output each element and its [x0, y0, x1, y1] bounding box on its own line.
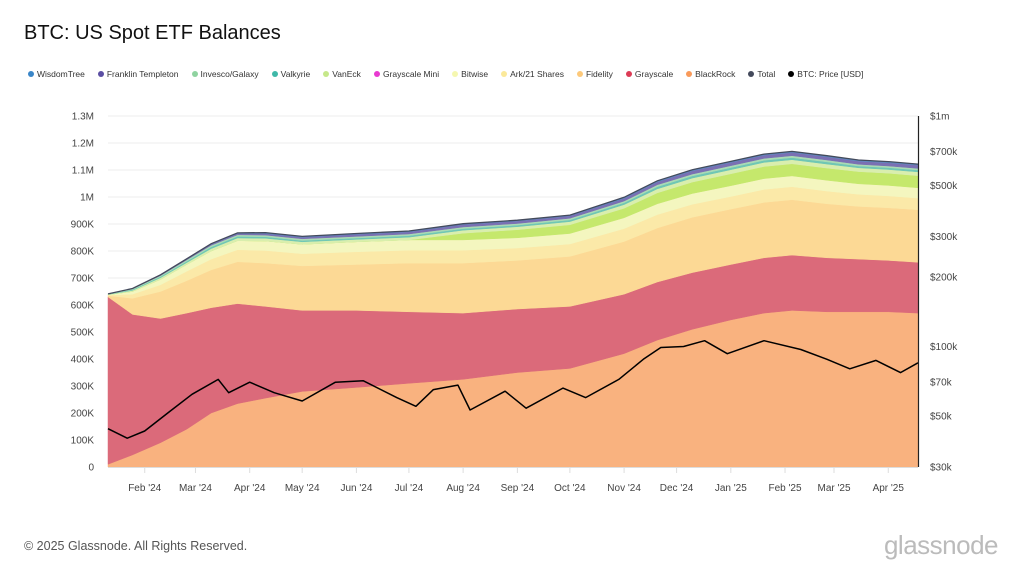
- legend-dot-icon: [271, 71, 278, 77]
- y-left-tick-label: 100K: [71, 436, 95, 447]
- legend-label: Ark/21 Shares: [510, 69, 564, 79]
- y-right-tick-label: $300k: [930, 232, 958, 243]
- legend-label: Bitwise: [461, 69, 489, 79]
- legend-label: BlackRock: [695, 69, 736, 79]
- y-right-tick-label: $50k: [930, 411, 953, 422]
- legend-label: VanEck: [332, 69, 361, 79]
- legend-label: Total: [757, 69, 776, 79]
- legend-label: Grayscale: [634, 69, 674, 79]
- y-right-tick-label: $100k: [930, 342, 958, 353]
- y-left-tick-label: 1.3M: [72, 112, 94, 123]
- legend-dot-icon: [323, 71, 330, 77]
- x-tick-label: Apr '25: [873, 483, 905, 494]
- y-right-tick-label: $70k: [930, 378, 953, 389]
- y-right-tick-label: $500k: [930, 181, 958, 192]
- copyright-text: © 2025 Glassnode. All Rights Reserved.: [24, 539, 248, 553]
- x-tick-label: Jun '24: [340, 483, 372, 494]
- legend-label: Franklin Templeton: [106, 69, 179, 79]
- legend-dot-icon: [28, 71, 34, 77]
- x-tick-label: Jul '24: [395, 483, 424, 494]
- x-tick-label: Nov '24: [607, 483, 641, 494]
- x-tick-label: Apr '24: [234, 483, 266, 494]
- y-right-tick-label: $200k: [930, 273, 958, 284]
- legend-item[interactable]: WisdomTree: [28, 69, 85, 79]
- legend-item[interactable]: Valkyrie: [271, 69, 311, 79]
- total-line: [107, 150, 919, 295]
- legend-label: Invesco/Galaxy: [200, 69, 259, 79]
- legend-label: Valkyrie: [280, 69, 311, 79]
- legend-item[interactable]: VanEck: [323, 69, 361, 79]
- legend-item[interactable]: Bitwise: [452, 69, 488, 79]
- legend-label: WisdomTree: [37, 69, 85, 79]
- legend-dot-icon: [501, 71, 508, 77]
- legend-item[interactable]: Franklin Templeton: [97, 69, 179, 79]
- legend-item[interactable]: Grayscale Mini: [373, 69, 440, 79]
- legend-item[interactable]: Invesco/Galaxy: [191, 69, 259, 79]
- x-tick-label: Sep '24: [501, 483, 535, 494]
- y-left-tick-label: 1.1M: [72, 166, 94, 177]
- y-left-tick-label: 300K: [71, 382, 95, 393]
- legend-item[interactable]: BTC: Price [USD]: [788, 69, 863, 79]
- legend-item[interactable]: Total: [748, 69, 775, 79]
- legend-item[interactable]: Fidelity: [576, 69, 613, 79]
- legend-label: BTC: Price [USD]: [797, 69, 864, 79]
- y-left-tick-label: 700K: [71, 274, 95, 285]
- x-tick-label: Aug '24: [446, 483, 480, 494]
- x-tick-label: Dec '24: [660, 483, 694, 494]
- legend-dot-icon: [373, 71, 380, 77]
- x-tick-label: Feb '24: [128, 483, 161, 494]
- y-left-tick-label: 1.2M: [72, 139, 94, 150]
- legend-item[interactable]: Ark/21 Shares: [501, 69, 564, 79]
- y-left-tick-label: 800K: [71, 247, 95, 258]
- x-tick-label: Mar '25: [818, 483, 851, 494]
- y-left-tick-label: 500K: [71, 328, 95, 339]
- legend-dot-icon: [748, 71, 755, 77]
- y-left-tick-label: 0: [88, 463, 94, 474]
- y-right-tick-label: $700k: [930, 147, 958, 158]
- y-left-tick-label: 400K: [71, 355, 95, 366]
- y-left-tick-label: 200K: [71, 409, 95, 420]
- btc-price-line: [107, 339, 919, 439]
- legend-dot-icon: [686, 71, 693, 77]
- chart-title: BTC: US Spot ETF Balances: [24, 22, 281, 44]
- legend-dot-icon: [625, 71, 632, 77]
- y-left-tick-label: 1M: [80, 193, 94, 204]
- legend-dot-icon: [97, 71, 104, 77]
- legend-item[interactable]: BlackRock: [686, 69, 735, 79]
- legend-dot-icon: [191, 71, 198, 77]
- x-tick-label: Feb '25: [769, 483, 802, 494]
- y-left-tick-label: 600K: [71, 301, 95, 312]
- y-left-tick-label: 900K: [71, 220, 95, 231]
- x-tick-label: Oct '24: [554, 483, 586, 494]
- legend-label: Grayscale Mini: [382, 69, 440, 79]
- legend-item[interactable]: Grayscale: [625, 69, 674, 79]
- legend-label: Fidelity: [585, 69, 613, 79]
- legend-dot-icon: [452, 71, 459, 77]
- glassnode-logo: glassnode: [883, 530, 999, 560]
- x-tick-label: May '24: [285, 483, 320, 494]
- x-tick-label: Mar '24: [179, 483, 212, 494]
- legend-dot-icon: [576, 71, 583, 77]
- x-tick-label: Jan '25: [715, 483, 747, 494]
- y-right-tick-label: $1m: [930, 112, 949, 123]
- chart-legend: WisdomTree Franklin Templeton Invesco/Gala…: [28, 69, 876, 79]
- legend-dot-icon: [788, 71, 795, 77]
- y-right-tick-label: $30k: [930, 463, 953, 474]
